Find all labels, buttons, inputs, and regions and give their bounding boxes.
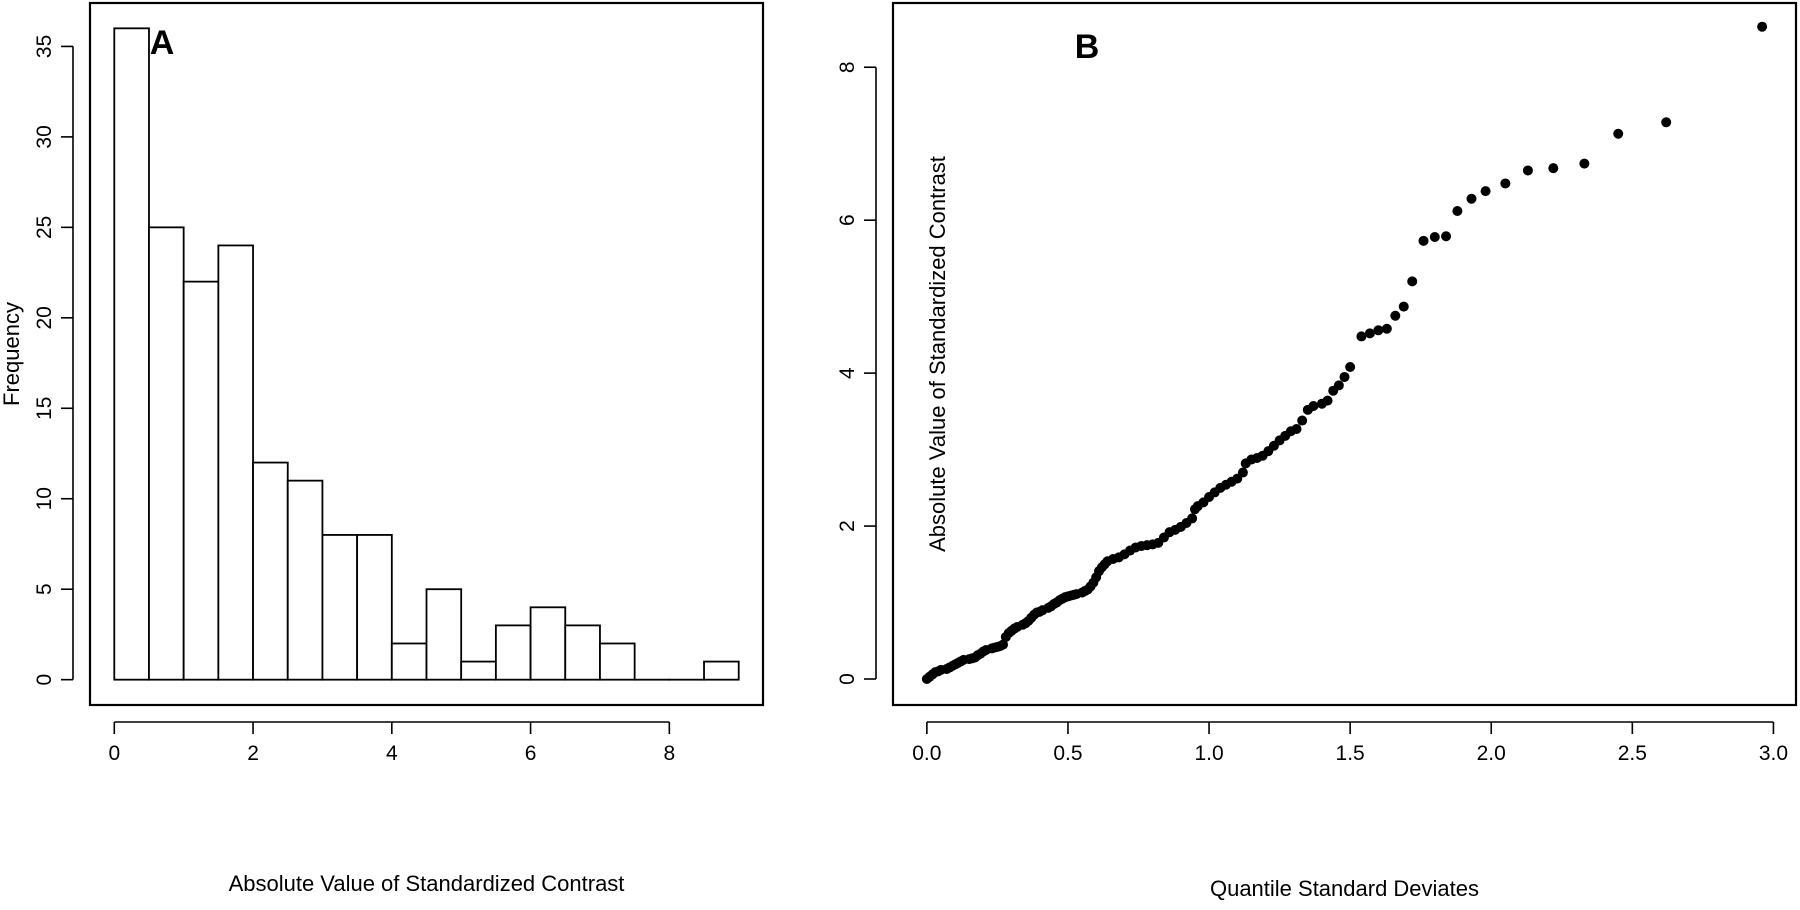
data-point xyxy=(1757,21,1768,32)
x-axis-label: Absolute Value of Standardized Contrast xyxy=(229,871,625,896)
histogram-bar xyxy=(599,642,636,681)
histogram-bar xyxy=(113,27,150,681)
data-point xyxy=(1339,371,1350,382)
data-point xyxy=(1291,423,1302,434)
data-point xyxy=(1398,301,1409,312)
data-point xyxy=(1333,380,1344,391)
y-tick-label: 25 xyxy=(33,216,56,239)
data-point xyxy=(1345,362,1356,372)
data-point xyxy=(1356,331,1367,342)
data-point xyxy=(1466,193,1477,204)
y-tick-label: 5 xyxy=(33,583,56,595)
histogram-bar xyxy=(425,588,463,681)
y-tick-label: 35 xyxy=(33,35,56,58)
data-point xyxy=(998,639,1009,650)
y-tick-label: 2 xyxy=(836,520,859,532)
data-point xyxy=(1500,178,1511,189)
data-point xyxy=(1381,323,1392,334)
data-point xyxy=(1322,395,1333,406)
histogram-bar xyxy=(321,534,359,681)
data-point xyxy=(1480,186,1491,197)
x-tick-label: 1.5 xyxy=(1336,742,1365,765)
histogram-bar xyxy=(460,660,497,681)
histogram-bar xyxy=(703,660,740,681)
data-point xyxy=(1452,206,1463,216)
x-tick-label: 2.5 xyxy=(1618,742,1647,765)
x-tick-label: 0.0 xyxy=(912,742,941,765)
histogram-bar xyxy=(148,226,185,681)
data-point xyxy=(1613,128,1624,139)
histogram-bar xyxy=(356,534,393,681)
data-point xyxy=(1579,158,1590,169)
panel-label: A xyxy=(150,24,175,62)
y-axis-label: Absolute Value of Standardized Contrast xyxy=(925,156,950,552)
y-axis-label: Frequency xyxy=(0,302,24,406)
y-tick-label: 20 xyxy=(33,306,56,329)
y-tick-label: 8 xyxy=(836,61,859,73)
data-point xyxy=(1297,415,1308,426)
data-point xyxy=(1429,232,1440,242)
histogram-bar xyxy=(217,244,254,681)
x-tick-label: 2.0 xyxy=(1477,742,1506,765)
data-point xyxy=(1237,467,1248,478)
data-point xyxy=(1390,310,1401,321)
histogram-bar xyxy=(252,461,289,681)
x-tick-label: 0 xyxy=(108,742,120,765)
y-tick-label: 30 xyxy=(33,125,56,148)
data-point xyxy=(1548,163,1559,174)
panel-label: B xyxy=(1075,28,1100,66)
data-point xyxy=(1373,325,1384,336)
data-point xyxy=(1418,235,1429,246)
x-tick-label: 6 xyxy=(525,742,537,765)
y-tick-label: 0 xyxy=(33,674,56,686)
y-tick-label: 4 xyxy=(836,367,859,379)
histogram-bar xyxy=(529,606,567,681)
data-point xyxy=(1661,117,1672,128)
data-point xyxy=(1308,401,1319,411)
x-tick-label: 1.0 xyxy=(1194,742,1223,765)
data-point xyxy=(1364,328,1375,339)
y-tick-label: 0 xyxy=(836,673,859,685)
x-tick-label: 0.5 xyxy=(1053,742,1082,765)
x-tick-label: 2 xyxy=(247,742,259,765)
data-point xyxy=(1441,231,1452,242)
panel-b-quantile-plot: 0.0 0.5 1.0 1.5 2.0 2.5 3.0 0 2 4 6 8 Quantile Stand… xyxy=(836,1,1798,901)
panel-a-histogram: 0 2 4 6 8 0 5 10 15 20 25 30 35 Absolute Value of Sta… xyxy=(0,1,765,896)
data-point xyxy=(1187,513,1198,524)
x-tick-label: 4 xyxy=(386,742,398,765)
histogram-bar xyxy=(182,280,220,681)
histogram-bar xyxy=(564,624,601,681)
y-tick-label: 10 xyxy=(33,487,56,510)
plot-frame xyxy=(891,1,1798,707)
histogram-bar xyxy=(390,642,428,681)
x-tick-label: 3.0 xyxy=(1759,742,1788,765)
y-tick-label: 15 xyxy=(33,397,56,420)
histogram-bar xyxy=(494,624,532,681)
plot-frame xyxy=(88,1,765,707)
histogram-bar xyxy=(286,479,324,681)
x-axis-label: Quantile Standard Deviates xyxy=(1210,876,1479,901)
x-tick-label: 8 xyxy=(663,742,675,765)
data-point xyxy=(1407,276,1418,287)
data-point xyxy=(1522,165,1533,176)
y-tick-label: 6 xyxy=(836,214,859,226)
